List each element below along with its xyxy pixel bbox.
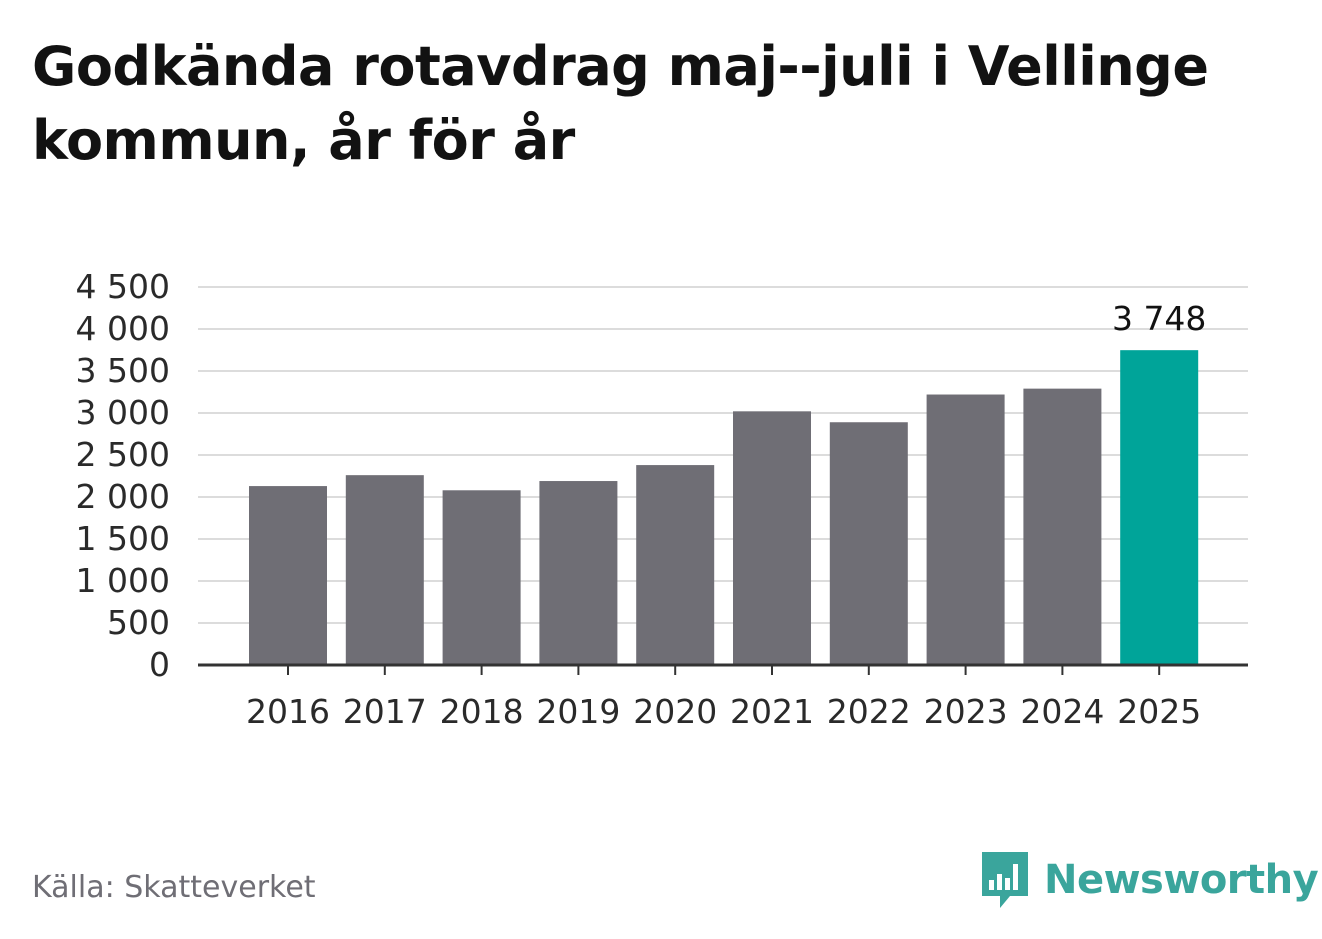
chart-title: Godkända rotavdrag maj--juli i Vellinge … [32,35,1209,172]
y-tick-label: 0 [149,645,170,684]
x-axis [198,663,1248,675]
x-tick-label: 2017 [343,692,427,731]
bar-2019 [539,481,618,665]
y-tick-label: 3 500 [76,351,170,390]
y-tick-label: 1 000 [76,561,170,600]
bar-2024 [1023,388,1102,665]
data-labels: 3 748 [1112,299,1206,338]
x-tick-label: 2019 [536,692,620,731]
x-tick-label: 2016 [246,692,330,731]
y-tick-label: 4 500 [76,267,170,306]
bar-2022 [829,422,908,665]
x-tick-label: 2021 [730,692,814,731]
x-tick-label: 2025 [1117,692,1201,731]
x-tick-label: 2023 [924,692,1008,731]
x-tick-label: 2022 [827,692,911,731]
data-label: 3 748 [1112,299,1206,338]
brand-name: Newsworthy [1044,857,1319,903]
bars [249,350,1199,665]
y-tick-label: 3 000 [76,393,170,432]
x-tick-label: 2024 [1020,692,1104,731]
bar-2018 [442,490,521,665]
y-tick-label: 2 000 [76,477,170,516]
bar-2021 [733,411,811,665]
bar-2020 [636,465,715,665]
x-tick-labels: 2016 2017 2018 2019 2020 2021 2022 2023 2024 2025 [246,692,1201,731]
bar-2023 [926,394,1005,665]
bar-2025 [1120,350,1199,665]
newsworthy-logo-icon [982,852,1028,908]
y-tick-label: 1 500 [76,519,170,558]
bar-2017 [345,475,424,665]
bar-2016 [249,486,327,665]
x-tick-label: 2020 [633,692,717,731]
source-note: Källa: Skatteverket [32,870,316,905]
brand-logo: Newsworthy [980,850,1319,910]
y-tick-label: 2 500 [76,435,170,474]
x-tick-label: 2018 [440,692,524,731]
y-tick-label: 500 [107,603,170,642]
y-tick-label: 4 000 [76,309,170,348]
